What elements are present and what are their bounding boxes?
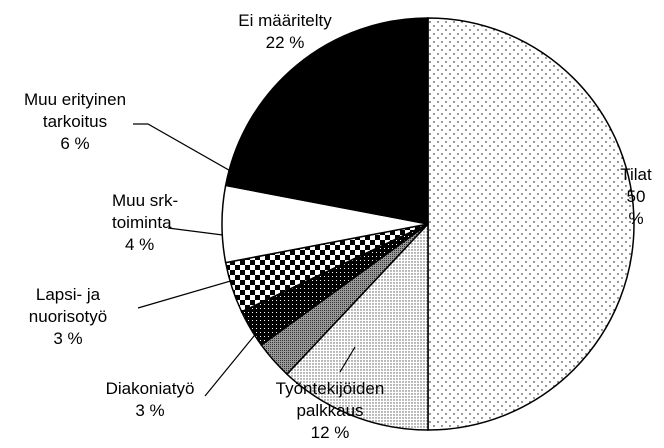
slice-label: Ei määritelty 22 % [238,10,332,54]
category-label: Diakoniatyö [105,379,195,398]
value-label: 3 % [53,329,83,348]
slice-label: Tilat 50 % [620,164,652,230]
value-label: 6 % [60,134,90,153]
pie-slice [427,17,635,431]
value-label: 3 % [135,401,165,420]
category-label: Ei määritelty [238,11,332,30]
leader-line [133,123,256,186]
slice-label: Muu srk- toiminta 4 % [112,190,178,256]
pie-slice [224,17,429,225]
value-label: 50 % [626,187,646,228]
category-label: Työntekijöiden palkkaus [275,379,385,420]
category-label: Muu srk- toiminta [112,191,179,232]
category-label: Muu erityinen tarkoitus [23,90,127,131]
slice-label: Diakoniatyö 3 % [106,378,195,422]
value-label: 4 % [125,235,155,254]
pie-slice [285,222,429,431]
value-label: 12 % [310,423,350,442]
slice-label: Muu erityinen tarkoitus 6 % [24,89,126,155]
slice-label: Työntekijöiden palkkaus 12 % [276,378,385,444]
slice-label: Lapsi- ja nuorisotyö 3 % [29,284,107,350]
category-label: Tilat [620,165,652,184]
category-label: Lapsi- ja nuorisotyö [28,285,108,326]
leader-line [339,346,356,373]
value-label: 22 % [265,33,305,52]
